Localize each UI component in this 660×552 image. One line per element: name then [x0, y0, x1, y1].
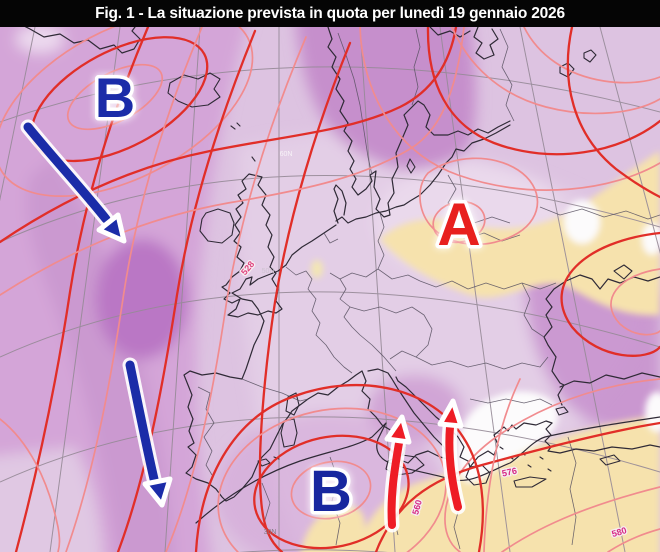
low-center-west-mediterranean: B — [310, 459, 352, 524]
cold-air-arrow-west-atlantic — [20, 119, 127, 244]
geopotential-map: 528 560 576 580 60N 50N 30N — [0, 27, 660, 552]
lat-label-60n: 60N — [280, 151, 293, 158]
pressure-centers: B A B — [91, 63, 484, 528]
flow-arrows — [20, 119, 466, 533]
map-container: 528 560 576 580 60N 50N 30N — [0, 27, 660, 552]
warm-band-regions — [300, 151, 660, 552]
contour-label-576: 576 — [501, 466, 518, 479]
warm-air-arrow-tyrrhenian — [384, 414, 412, 533]
high-center-east-europe: A — [437, 191, 480, 258]
title-bar: Fig. 1 - La situazione prevista in quota… — [0, 0, 660, 27]
lat-label-50n: 50N — [262, 268, 275, 275]
low-center-north-atlantic: B — [95, 66, 135, 129]
lat-label-30n: 30N — [264, 529, 277, 536]
cold-air-arrow-spain — [122, 357, 173, 508]
contour-lines — [0, 27, 660, 552]
coastlines — [24, 27, 660, 524]
graticule-labels: 60N 50N 30N — [262, 151, 293, 536]
figure-title: Fig. 1 - La situazione prevista in quota… — [95, 4, 565, 22]
warm-air-arrow-ionian — [437, 398, 466, 515]
